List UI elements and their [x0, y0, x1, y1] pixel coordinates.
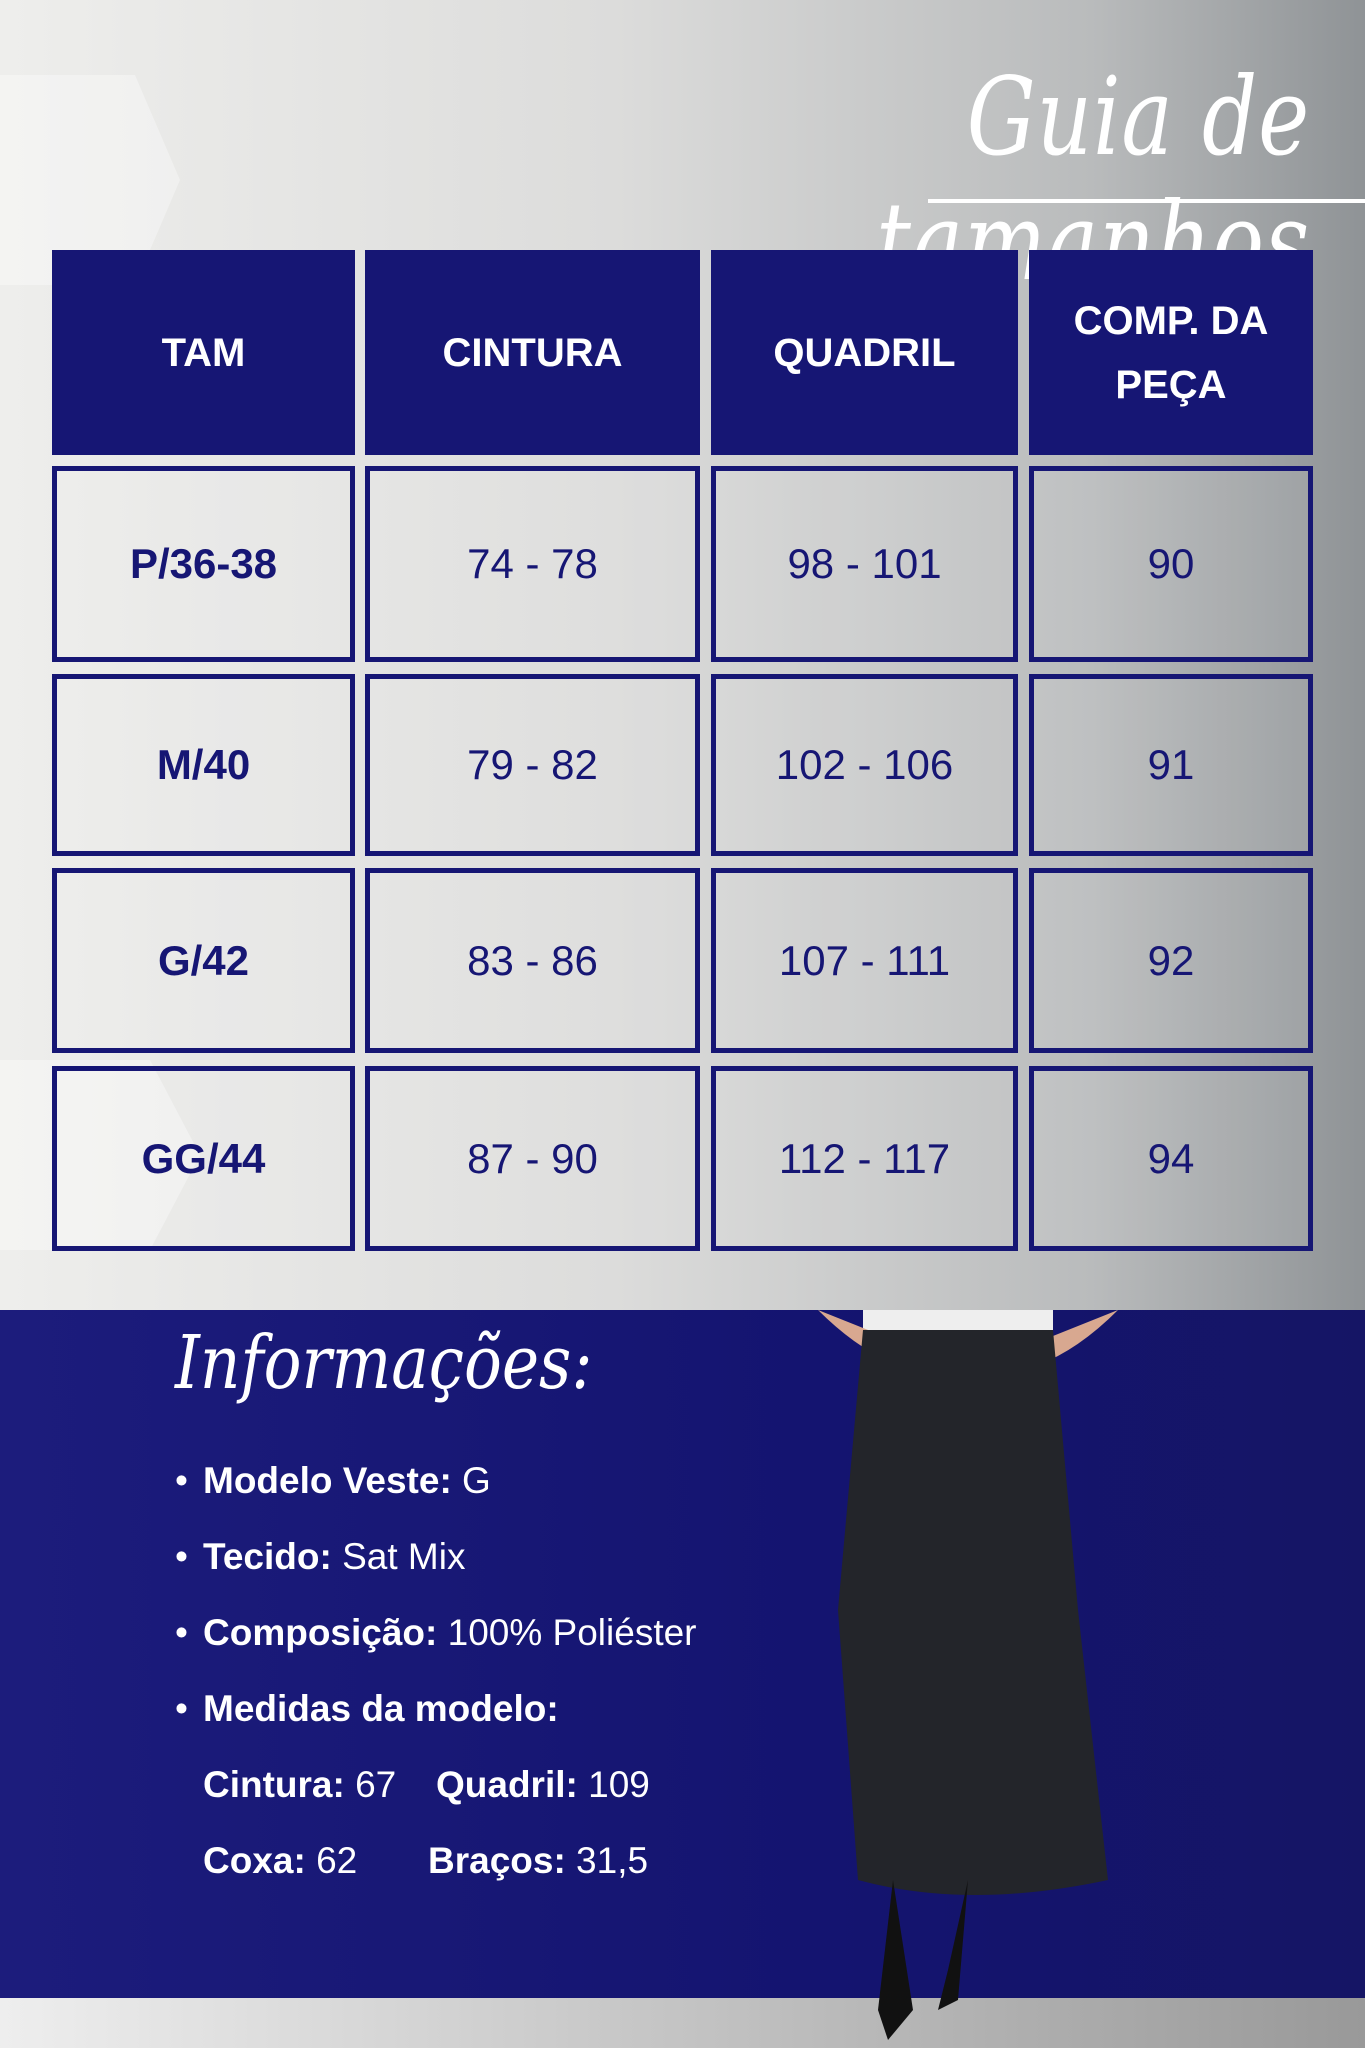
table-cell: 91 — [1029, 674, 1313, 856]
table-cell: P/36-38 — [52, 466, 355, 662]
table-cell: 112 - 117 — [711, 1066, 1018, 1251]
measure-hip: Quadril: 109 — [436, 1764, 650, 1805]
measure-waist: Cintura: 67 — [203, 1764, 397, 1805]
table-cell: GG/44 — [52, 1066, 355, 1251]
table-cell: 74 - 78 — [365, 466, 700, 662]
bottom-band — [0, 1998, 1365, 2048]
column-header: CINTURA — [365, 250, 700, 455]
table-cell: 98 - 101 — [711, 466, 1018, 662]
table-cell: G/42 — [52, 868, 355, 1053]
measure-thigh: Coxa: 62 — [203, 1840, 358, 1881]
table-cell: 107 - 111 — [711, 868, 1018, 1053]
info-section — [0, 1310, 1365, 1998]
table-cell: 102 - 106 — [711, 674, 1018, 856]
column-header: TAM — [52, 250, 355, 455]
table-cell: 92 — [1029, 868, 1313, 1053]
table-cell: 79 - 82 — [365, 674, 700, 856]
table-cell: 83 - 86 — [365, 868, 700, 1053]
table-cell: 87 - 90 — [365, 1066, 700, 1251]
column-header: COMP. DA PEÇA — [1029, 250, 1313, 455]
info-item-composition: • Composição: 100% Poliéster — [175, 1612, 697, 1653]
table-cell: 90 — [1029, 466, 1313, 662]
table-cell: 94 — [1029, 1066, 1313, 1251]
model-skirt-photo — [818, 1310, 1118, 2040]
info-title: Informações: — [175, 1320, 593, 1406]
info-item-fabric: • Tecido: Sat Mix — [175, 1536, 466, 1577]
info-item-model-size: • Modelo Veste: G — [175, 1460, 491, 1501]
info-item-model-measures: • Medidas da modelo: — [175, 1688, 559, 1729]
column-header: QUADRIL — [711, 250, 1018, 455]
title-underline — [928, 199, 1365, 203]
measure-arms: Braços: 31,5 — [428, 1840, 649, 1881]
table-cell: M/40 — [52, 674, 355, 856]
